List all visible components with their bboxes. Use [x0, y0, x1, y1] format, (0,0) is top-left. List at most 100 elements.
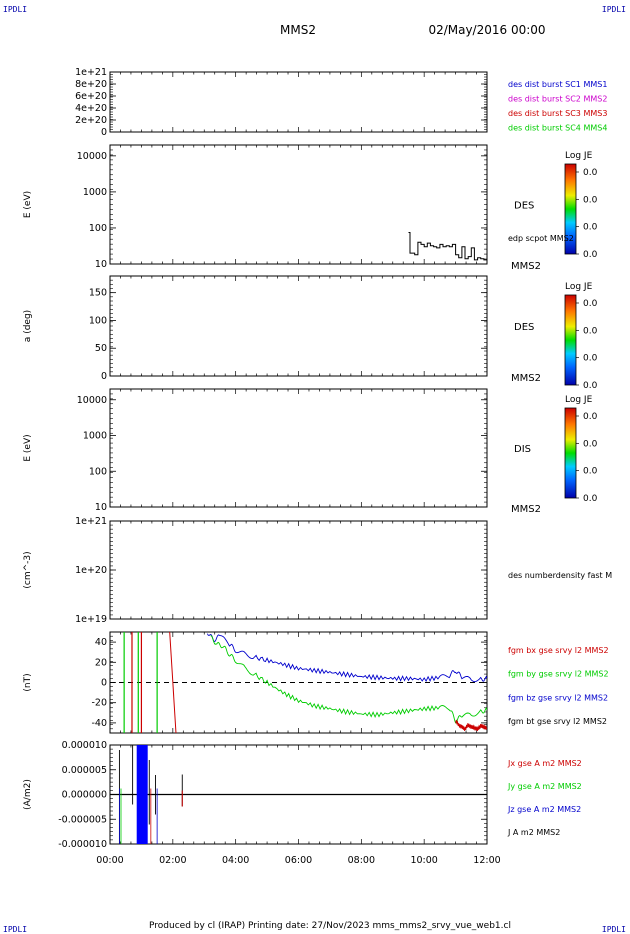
legend-entry: des dist burst SC2 MMS2	[508, 95, 607, 104]
legend-entry: des dist burst SC1 MMS1	[508, 80, 607, 89]
colorbar-tick-label: 0.0	[583, 354, 598, 364]
colorbar-title: Log JE	[565, 151, 593, 161]
y-tick-label: 0	[101, 678, 107, 689]
colorbar-tick-label: 0.0	[583, 467, 598, 477]
colorbar-tick-label: 0.0	[583, 439, 598, 449]
colorbar-title: Log JE	[565, 395, 593, 405]
y-axis-label: (cm^-3)	[23, 551, 33, 588]
y-tick-label: 20	[95, 657, 107, 668]
x-tick-label: 00:00	[96, 855, 123, 866]
spacecraft-label: MMS2	[511, 504, 541, 515]
legend-entry: J A m2 MMS2	[507, 828, 560, 837]
y-tick-label: 150	[89, 288, 107, 299]
x-tick-label: 04:00	[222, 855, 249, 866]
y-tick-label: 1000	[83, 187, 107, 198]
y-tick-label: 0.000000	[62, 790, 107, 801]
colorbar	[564, 294, 577, 386]
y-tick-label: 0.000010	[62, 740, 107, 751]
colorbar-tick-label: 0.0	[583, 494, 598, 504]
corner-label-top-left: IPDLI	[3, 5, 27, 14]
corner-label-bottom-right: IPDLI	[602, 925, 626, 934]
y-tick-label: 100	[89, 223, 107, 234]
y-axis-label: (A/m2)	[23, 779, 33, 810]
scpot-trace	[408, 232, 488, 261]
y-tick-label: 100	[89, 315, 107, 326]
legend-entry: fgm bt gse srvy l2 MMS2	[508, 717, 607, 726]
legend-entry: Jx gse A m2 MMS2	[507, 759, 582, 768]
legend-entry: des dist burst SC4 MMS4	[508, 124, 607, 133]
colorbar-tick-label: 0.0	[583, 223, 598, 233]
colorbar-tick-label: 0.0	[583, 412, 598, 422]
panel-frame	[109, 275, 488, 377]
y-tick-label: 40	[95, 637, 107, 648]
corner-label-top-right: IPDLI	[602, 5, 626, 14]
y-tick-label: 1e+20	[75, 565, 107, 576]
colorbar	[564, 407, 577, 499]
colorbar-tick-label: 0.0	[583, 250, 598, 260]
current-burst-block	[136, 745, 148, 844]
y-axis-label: a (deg)	[23, 310, 33, 342]
spacecraft-label: MMS2	[511, 261, 541, 272]
datetime-title: 02/May/2016 00:00	[428, 23, 545, 37]
y-tick-label: -20	[91, 698, 107, 709]
y-tick-label: 8e+20	[75, 79, 107, 90]
spacecraft-title: MMS2	[280, 23, 316, 37]
panel-des_pitch: 150 100 50 0 a (deg) DES MMS2 Log JE 0.0 0.0 0.0 0.…	[23, 275, 598, 391]
y-tick-label: 0.000005	[62, 765, 107, 776]
y-tick-label: 0	[101, 127, 107, 138]
y-tick-label: 10	[95, 502, 107, 513]
panel-dis_energy: 10000 1000 100 10 E (eV) DIS MMS2 Log JE 0.0 0.0 0…	[23, 388, 598, 515]
y-axis-label: E (eV)	[23, 191, 33, 218]
legend-entry: Jz gse A m2 MMS2	[507, 805, 581, 814]
y-tick-label: -0.000010	[58, 839, 107, 850]
colorbar-tick-label: 0.0	[583, 195, 598, 205]
colorbar	[564, 163, 577, 255]
y-tick-label: -0.000005	[58, 814, 107, 825]
corner-label-bottom-left: IPDLI	[3, 925, 27, 934]
x-tick-label: 10:00	[410, 855, 437, 866]
y-tick-label: 6e+20	[75, 91, 107, 102]
colorbar-title: Log JE	[565, 282, 593, 292]
colorbar-tick-label: 0.0	[583, 326, 598, 336]
y-tick-label: -40	[91, 718, 107, 729]
x-tick-label: 08:00	[348, 855, 375, 866]
legend-entry: des dist burst SC3 MMS3	[508, 109, 607, 118]
x-tick-label: 06:00	[285, 855, 312, 866]
y-tick-label: 10000	[77, 395, 107, 406]
trace-bx	[455, 719, 487, 732]
panel-magnetic_field: 40 20 0 -20 -40 (nT) fgm bx gse srvy l2 MMS2 fg…	[23, 631, 609, 734]
x-tick-label: 12:00	[473, 855, 500, 866]
panel-frame	[109, 71, 488, 133]
field-spike	[169, 632, 177, 733]
instrument-label: DIS	[514, 444, 531, 455]
y-tick-label: 1e+19	[75, 614, 107, 625]
x-tick-label: 02:00	[159, 855, 186, 866]
spacecraft-label: MMS2	[511, 373, 541, 384]
y-tick-label: 10	[95, 259, 107, 270]
y-tick-label: 0	[101, 371, 107, 382]
y-tick-label: 1000	[83, 431, 107, 442]
panel-des_energy: 10000 1000 100 10 E (eV) DES MMS2 Log JE 0.0 0.0 0…	[23, 144, 598, 272]
legend-entry: fgm bz gse srvy l2 MMS2	[508, 693, 608, 702]
instrument-label: DES	[514, 201, 534, 212]
legend-entry: Jy gse A m2 MMS2	[507, 782, 582, 791]
y-axis-label: (nT)	[23, 673, 33, 691]
y-tick-label: 10000	[77, 151, 107, 162]
legend-entry: fgm by gse srvy l2 MMS2	[508, 670, 609, 679]
trace-by	[210, 635, 487, 724]
panel-frame	[109, 388, 488, 508]
y-axis-label: E (eV)	[23, 434, 33, 461]
overlay-legend: edp scpot MMS2	[508, 234, 574, 243]
y-tick-label: 100	[89, 466, 107, 477]
legend-entry: fgm bx gse srvy l2 MMS2	[508, 646, 609, 655]
y-tick-label: 50	[95, 343, 107, 354]
footer-credit: Produced by cl (IRAP) Printing date: 27/…	[149, 921, 511, 931]
y-tick-label: 1e+21	[75, 516, 107, 527]
legend-entry: des numberdensity fast M	[508, 571, 612, 580]
y-tick-label: 1e+21	[75, 67, 107, 78]
panel-current_density: 0.000010 0.000005 0.000000 -0.000005 -0.0000…	[23, 740, 582, 866]
colorbar-tick-label: 0.0	[583, 381, 598, 391]
colorbar-tick-label: 0.0	[583, 168, 598, 178]
